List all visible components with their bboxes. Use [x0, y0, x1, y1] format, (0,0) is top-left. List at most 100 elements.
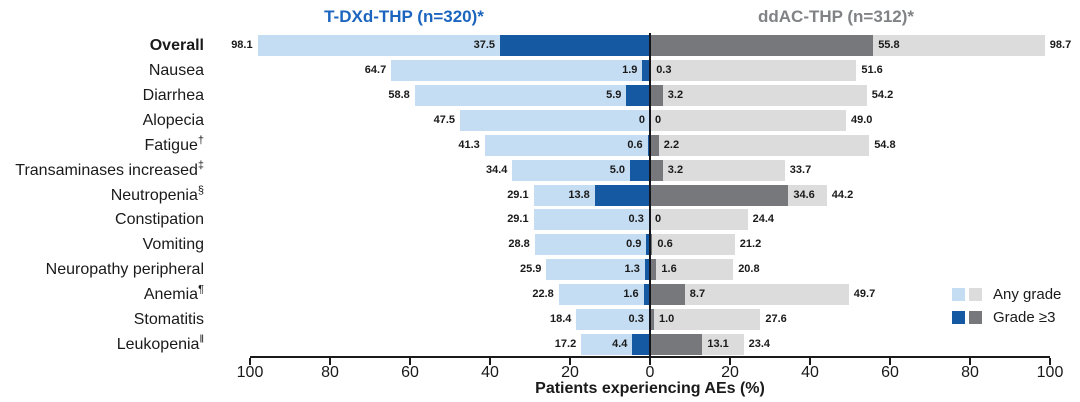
legend: Any grade Grade ≥3 — [952, 286, 1061, 332]
tdxd-any-grade-bar — [546, 259, 650, 281]
tdxd-any-grade-bar — [484, 134, 650, 156]
ddac-grade3-bar — [650, 84, 663, 106]
row-category-label: Diarrhea — [142, 86, 204, 104]
tdxd-any-grade-value: 64.7 — [364, 63, 387, 76]
ddac-grade3-bar — [650, 334, 703, 355]
ddac-grade3-bar — [650, 35, 874, 56]
tdxd-any-grade-bar — [576, 309, 650, 331]
zero-axis-line — [649, 33, 651, 358]
row-category-label: Stomatitis — [133, 311, 204, 329]
tdxd-any-grade-bar — [460, 109, 650, 131]
tdxd-any-grade-bar — [558, 284, 650, 306]
tdxd-grade3-value: 0.6 — [627, 138, 643, 151]
tdxd-grade3-bar — [644, 259, 650, 281]
ddac-grade3-bar — [650, 309, 654, 331]
tdxd-any-grade-value: 17.2 — [554, 338, 577, 350]
x-axis-tick — [249, 358, 251, 365]
x-axis-tick — [809, 358, 811, 365]
tdxd-any-grade-value: 47.5 — [433, 113, 455, 126]
tdxd-any-grade-value: 29.1 — [507, 188, 529, 201]
tdxd-grade3-value: 1.3 — [624, 263, 640, 276]
ddac-any-grade-bar — [650, 84, 867, 106]
legend-row-any-grade: Any grade — [952, 285, 1062, 303]
tdxd-grade3-bar — [647, 134, 650, 156]
x-axis-tick — [889, 358, 891, 365]
row-category-label: Alopecia — [142, 111, 204, 129]
ddac-grade3-value: 1.0 — [659, 313, 675, 326]
x-axis-tick-label: 40 — [801, 364, 819, 381]
ddac-grade3-bar — [650, 134, 659, 156]
ddac-any-grade-value: 49.7 — [853, 288, 876, 301]
legend-label-grade3: Grade ≥3 — [993, 308, 1056, 326]
x-axis-tick — [1049, 358, 1051, 365]
tdxd-grade3-bar — [626, 84, 650, 106]
ddac-grade3-value: 55.8 — [878, 39, 900, 51]
x-axis-tick-label: 20 — [721, 364, 739, 381]
tdxd-any-grade-bar — [533, 209, 650, 231]
tdxd-any-grade-value: 58.8 — [388, 88, 410, 101]
ddac-grade3-value: 0 — [655, 113, 662, 126]
row-category-label: Anemia¶ — [143, 283, 204, 304]
row-category-label: Vomiting — [142, 236, 204, 254]
ddac-any-grade-bar — [650, 309, 761, 331]
x-axis-tick — [409, 358, 411, 365]
x-axis-tick-label: 80 — [961, 364, 979, 381]
footnote-marker: † — [197, 134, 204, 147]
row-category-label: Nausea — [148, 61, 204, 79]
tdxd-grade3-bar — [630, 159, 650, 181]
tdxd-grade3-bar — [646, 234, 650, 256]
x-axis-tick — [969, 358, 971, 365]
tdxd-grade3-value: 0.3 — [628, 313, 644, 326]
ddac-grade3-value: 3.2 — [667, 163, 684, 176]
tdxd-grade3-value: 1.6 — [623, 288, 639, 301]
tdxd-any-grade-value: 25.9 — [519, 263, 542, 276]
tdxd-any-grade-value: 18.4 — [549, 313, 572, 326]
left-group-title: T-DXd-THP (n=320)* — [324, 7, 484, 26]
x-axis-tick-label: 60 — [401, 364, 419, 381]
tdxd-any-grade-bar — [391, 59, 650, 81]
ddac-any-grade-bar — [650, 109, 846, 131]
ddac-any-grade-value: 24.4 — [752, 213, 775, 226]
ddac-any-grade-value: 51.6 — [861, 63, 883, 76]
ddac-grade3-value: 2.2 — [663, 138, 680, 151]
footnote-marker: ¶ — [198, 283, 204, 296]
x-axis-label: Patients experiencing AEs (%) — [535, 380, 765, 397]
ddac-any-grade-value: 27.6 — [765, 313, 787, 326]
legend-label-any-grade: Any grade — [993, 285, 1062, 303]
ddac-grade3-value: 1.6 — [661, 263, 677, 276]
footnote-marker: ‖ — [199, 333, 204, 346]
ddac-grade3-value: 3.2 — [667, 88, 684, 101]
ddac-grade3-value: 34.6 — [793, 188, 815, 201]
footnote-marker: ‡ — [197, 159, 204, 172]
tdxd-any-grade-value: 22.8 — [532, 288, 554, 301]
ddac-grade3-bar — [650, 284, 685, 306]
row-category-label: Fatigue† — [144, 134, 205, 154]
row-category-label: Leukopenia‖ — [116, 333, 204, 353]
tdxd-grade3-value: 0.3 — [628, 213, 644, 226]
x-axis-tick-label: 80 — [321, 364, 339, 381]
tdxd-grade3-bar — [594, 184, 650, 206]
tdxd-grade3-value: 5.0 — [609, 163, 625, 176]
row-category-label: Neutropenia§ — [110, 184, 204, 204]
tdxd-any-grade-value: 98.1 — [231, 39, 253, 51]
ddac-any-grade-value: 49.0 — [851, 113, 873, 126]
x-axis-tick-label: 100 — [1036, 364, 1064, 381]
ddac-grade3-value: 0 — [655, 213, 662, 226]
tdxd-any-grade-value: 34.4 — [485, 163, 508, 176]
ddac-any-grade-bar — [650, 159, 785, 181]
tdxd-grade3-value: 1.9 — [622, 63, 638, 76]
row-category-label: Neuropathy peripheral — [45, 261, 204, 279]
ddac-any-grade-value: 54.2 — [871, 88, 894, 101]
tdxd-grade3-bar — [643, 284, 650, 306]
tdxd-any-grade-bar — [534, 234, 650, 256]
x-axis-tick — [649, 358, 651, 365]
ddac-any-grade-bar — [650, 134, 870, 156]
any-grade-right-swatch — [969, 287, 982, 301]
ddac-grade3-bar — [650, 234, 653, 256]
tdxd-grade3-value: 13.8 — [568, 188, 590, 201]
tdxd-grade3-bar — [632, 334, 650, 355]
ddac-grade3-bar — [650, 159, 663, 181]
tdxd-any-grade-value: 28.8 — [508, 238, 530, 251]
ddac-any-grade-bar — [650, 284, 849, 306]
